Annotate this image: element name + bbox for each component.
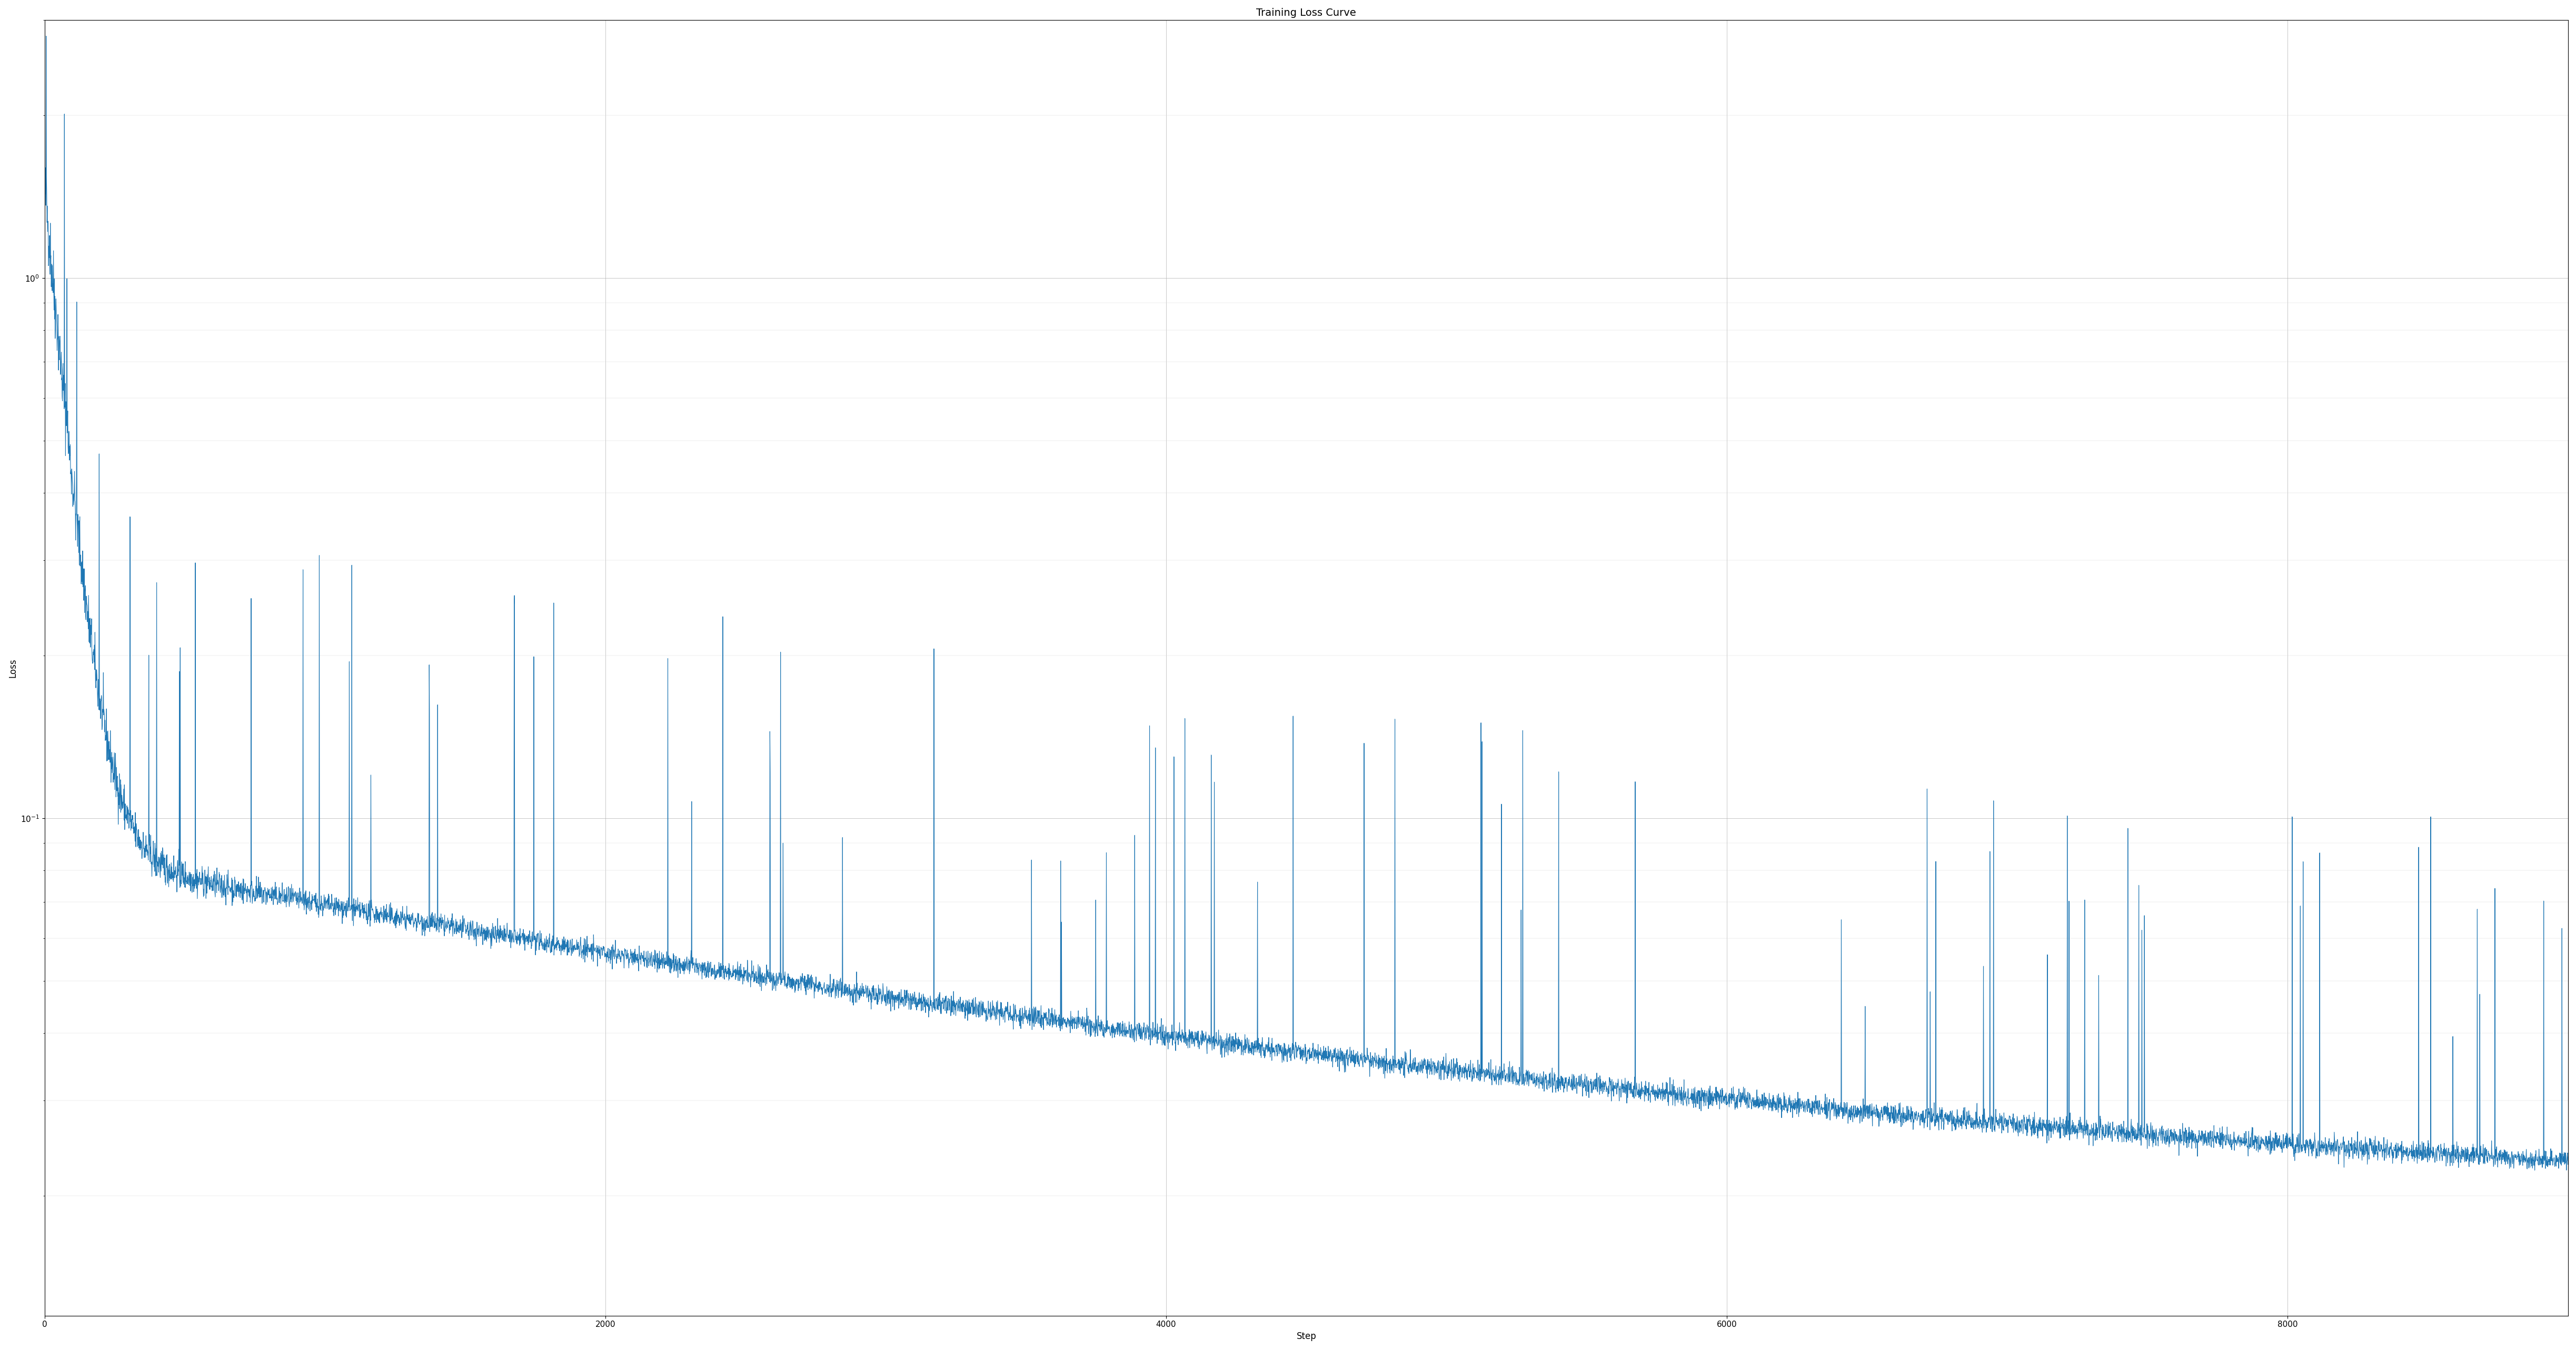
- X-axis label: Step: Step: [1296, 1331, 1316, 1341]
- Y-axis label: Loss: Loss: [8, 658, 18, 677]
- Title: Training Loss Curve: Training Loss Curve: [1257, 8, 1355, 18]
